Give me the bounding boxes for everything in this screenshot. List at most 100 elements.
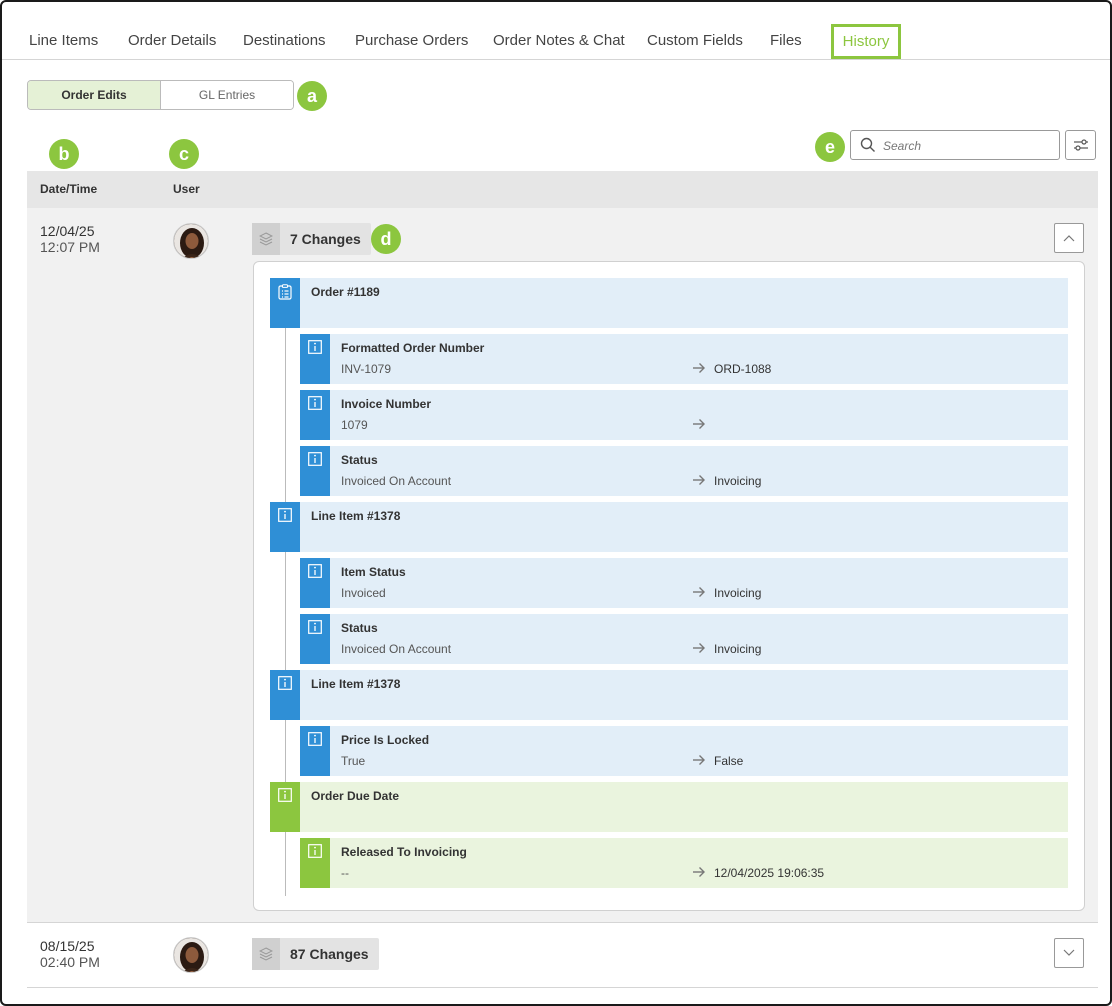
tab-order-notes-chat[interactable]: Order Notes & Chat [493, 32, 625, 49]
callout-badge-b: b [49, 139, 79, 169]
layers-icon [252, 938, 280, 970]
chevron-up-icon [1063, 235, 1075, 242]
old-value: Invoiced On Account [341, 642, 452, 656]
info-icon [308, 844, 322, 858]
change-group-title: Order #1189 [311, 285, 380, 299]
tab-line-items[interactable]: Line Items [29, 32, 99, 49]
changes-summary-button[interactable]: 87 Changes [252, 938, 379, 970]
history-type-toggle: Order Edits GL Entries [27, 80, 294, 110]
chevron-down-icon [1063, 949, 1075, 956]
old-value: Invoiced [341, 586, 386, 600]
filter-button[interactable] [1065, 130, 1096, 160]
field-name: Formatted Order Number [341, 341, 485, 355]
callout-badge-e: e [815, 132, 845, 162]
callout-badge-d: d [371, 224, 401, 254]
arrow-right-icon [693, 867, 705, 877]
changes-summary-button[interactable]: 7 Changes [252, 223, 371, 255]
search-box [850, 130, 1060, 160]
field-name: Released To Invoicing [341, 845, 467, 859]
info-icon [278, 508, 292, 522]
change-item: Item Status Invoiced Invoicing [300, 558, 1068, 608]
callout-badge-a: a [297, 81, 327, 111]
change-group-line-item: Line Item #1378 [270, 502, 1068, 552]
change-group-title: Line Item #1378 [311, 677, 401, 691]
tab-purchase-orders[interactable]: Purchase Orders [355, 32, 469, 49]
row-date: 12/04/25 [40, 223, 95, 239]
info-icon [308, 340, 322, 354]
old-value: True [341, 754, 366, 768]
changes-count: 87 Changes [290, 946, 369, 962]
callout-badge-c: c [169, 139, 199, 169]
search-input[interactable] [883, 137, 1053, 155]
info-icon [308, 452, 322, 466]
arrow-right-icon [693, 363, 705, 373]
table-header: Date/Time User [27, 171, 1098, 208]
info-icon [278, 676, 292, 690]
tab-destinations[interactable]: Destinations [243, 32, 326, 49]
gl-entries-button[interactable]: GL Entries [161, 81, 293, 109]
info-icon [308, 396, 322, 410]
info-icon [308, 732, 322, 746]
field-name: Item Status [341, 565, 406, 579]
row-time: 02:40 PM [40, 954, 100, 970]
old-value: Invoiced On Account [341, 474, 452, 488]
tree-connector [285, 552, 286, 672]
old-value: 1079 [341, 418, 368, 432]
old-value: -- [341, 866, 349, 880]
info-icon [308, 620, 322, 634]
field-name: Status [341, 453, 378, 467]
arrow-right-icon [693, 755, 705, 765]
field-name: Price Is Locked [341, 733, 430, 747]
change-group-title: Line Item #1378 [311, 509, 401, 523]
change-item: Status Invoiced On Account Invoicing [300, 614, 1068, 664]
tree-connector [285, 328, 286, 504]
change-details-panel: Order #1189 Formatted Order Number INV-1… [253, 261, 1085, 911]
field-name: Invoice Number [341, 397, 432, 411]
info-icon [278, 788, 292, 802]
user-avatar[interactable] [173, 223, 209, 259]
order-edits-button[interactable]: Order Edits [28, 81, 161, 109]
arrow-right-icon [693, 643, 705, 653]
change-item: Formatted Order Number INV-1079 ORD-1088 [300, 334, 1068, 384]
new-value: ORD-1088 [714, 362, 772, 376]
table-row: 08/15/25 02:40 PM 87 Changes [27, 923, 1098, 988]
field-name: Status [341, 621, 378, 635]
change-item: Price Is Locked True False [300, 726, 1068, 776]
new-value: Invoicing [714, 586, 762, 600]
collapse-button[interactable] [1054, 223, 1084, 253]
layers-icon [252, 223, 280, 255]
change-item: Status Invoiced On Account Invoicing [300, 446, 1068, 496]
tab-files[interactable]: Files [770, 32, 802, 49]
new-value: Invoicing [714, 474, 762, 488]
tab-order-details[interactable]: Order Details [128, 32, 217, 49]
search-icon [860, 137, 875, 152]
arrow-right-icon [693, 419, 705, 429]
table-row: 12/04/25 12:07 PM 7 Changes d [27, 208, 1098, 923]
clipboard-list-icon [278, 284, 292, 300]
arrow-right-icon [693, 587, 705, 597]
row-date: 08/15/25 [40, 938, 95, 954]
info-icon [308, 564, 322, 578]
expand-button[interactable] [1054, 938, 1084, 968]
change-group-order-due-date: Order Due Date [270, 782, 1068, 832]
user-avatar[interactable] [173, 937, 209, 973]
change-item: Released To Invoicing -- 12/04/2025 19:0… [300, 838, 1068, 888]
row-time: 12:07 PM [40, 239, 100, 255]
change-group-title: Order Due Date [311, 789, 400, 803]
old-value: INV-1079 [341, 362, 392, 376]
tree-connector [285, 832, 286, 896]
new-value: 12/04/2025 19:06:35 [714, 866, 825, 880]
column-header-user: User [173, 182, 200, 196]
change-group-line-item: Line Item #1378 [270, 670, 1068, 720]
change-group-order: Order #1189 [270, 278, 1068, 328]
column-header-datetime: Date/Time [40, 182, 98, 196]
changes-count: 7 Changes [290, 231, 361, 247]
sliders-icon [1073, 139, 1088, 151]
new-value: Invoicing [714, 642, 762, 656]
tab-history[interactable]: History [831, 24, 901, 59]
arrow-right-icon [693, 475, 705, 485]
tab-custom-fields[interactable]: Custom Fields [647, 32, 743, 49]
change-item: Invoice Number 1079 [300, 390, 1068, 440]
tab-bar: Line Items Order Details Destinations Pu… [2, 2, 1110, 60]
